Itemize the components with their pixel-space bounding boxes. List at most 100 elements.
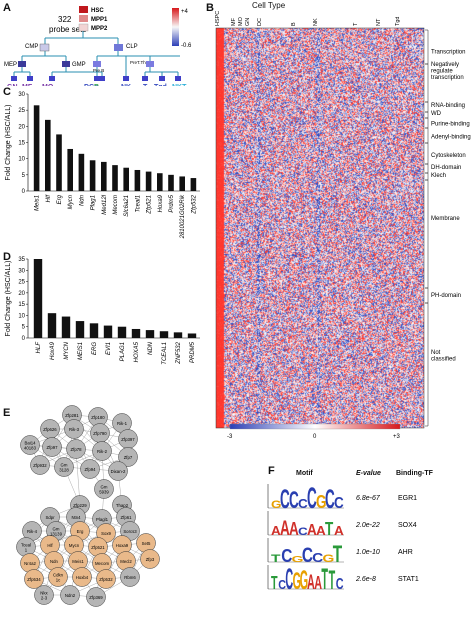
panel-letter-e: E — [3, 407, 11, 419]
svg-text:A: A — [316, 523, 326, 538]
category-label: Prdm5 — [169, 194, 175, 212]
node-clp: CLP — [126, 44, 138, 50]
cell-type-mf: MF — [231, 17, 237, 26]
svg-text:Zfp532: Zfp532 — [99, 577, 113, 582]
bar — [157, 173, 163, 191]
leaf-label-nk: NK — [121, 84, 131, 86]
probe-count: 322 — [58, 15, 72, 24]
gene-node: Zfp626 — [40, 419, 60, 439]
leaf-label-b: B — [94, 84, 99, 86]
category-label: Meis1 — [35, 195, 41, 211]
svg-text:C: C — [298, 525, 308, 537]
category-membrane: Membrane — [431, 216, 460, 222]
category-label: HLF — [36, 342, 42, 354]
cell-type-dc: DC — [257, 18, 263, 26]
svg-text:Rbm6: Rbm6 — [124, 575, 136, 580]
svg-text:Erg: Erg — [77, 529, 84, 534]
bar — [112, 165, 118, 191]
heatmap-scale-bar — [229, 423, 401, 430]
leaf-box-nk — [123, 76, 129, 81]
bar — [61, 316, 71, 338]
svg-text:T: T — [333, 542, 343, 568]
svg-text:Hlf: Hlf — [47, 543, 53, 548]
svg-text:Zfp7: Zfp7 — [124, 455, 133, 460]
gene-node: Zfp369 — [86, 587, 106, 607]
node-mep: MEP — [4, 62, 17, 68]
category-label: 2810021G02Rik — [180, 194, 186, 239]
leaf-box-mf — [27, 76, 33, 81]
svg-text:Zfp3: Zfp3 — [146, 557, 155, 562]
category-purine-binding: Purine-binding — [431, 122, 470, 128]
svg-text:Ndn2: Ndn2 — [65, 593, 76, 598]
svg-text:2-3: 2-3 — [41, 596, 48, 601]
svg-text:Mycn: Mycn — [69, 543, 80, 548]
svg-text:Zfp932: Zfp932 — [33, 463, 47, 468]
svg-text:Sdpr: Sdpr — [45, 515, 55, 520]
legend-hsc: HSC — [91, 8, 104, 14]
leaf-label-t: T — [143, 84, 148, 86]
ytick-label: 0 — [22, 189, 26, 195]
category-label: Zfp521 — [147, 195, 153, 215]
motif-evalue: 2.6e-8 — [355, 576, 376, 583]
svg-text:G: G — [292, 555, 304, 564]
cell-type-t: T — [353, 22, 359, 26]
heatmap-top-labels: HSPC MF MO GN DC B NK T NT Tgd — [215, 11, 401, 26]
svg-text:Zfp790: Zfp790 — [93, 431, 107, 436]
gene-node: Tceal1 — [16, 537, 36, 557]
svg-text:Zfp521: Zfp521 — [91, 545, 105, 550]
svg-text:Sorcs3: Sorcs3 — [123, 529, 137, 534]
svg-text:Mecl2: Mecl2 — [120, 559, 132, 564]
bar — [117, 326, 127, 338]
svg-text:Tceal: Tceal — [21, 543, 31, 548]
leaf-box-b — [94, 76, 100, 81]
category-label: Erg — [57, 194, 63, 204]
svg-text:T: T — [271, 573, 278, 594]
bar — [75, 321, 85, 338]
mpp2-box — [78, 23, 89, 32]
heatmap-category-labels: Transcription Negatively regulate transcrip… — [425, 29, 471, 427]
bar — [123, 167, 129, 191]
svg-text:Zfp78: Zfp78 — [71, 447, 83, 452]
y-axis-label: Fold Change (HSC/ALL) — [5, 261, 12, 337]
legend-mpp2: MPP2 — [91, 26, 108, 32]
svg-text:C: C — [298, 496, 308, 511]
gene-node: Ndn2 — [60, 585, 80, 605]
category-label: Zfp532 — [191, 194, 197, 214]
category-label: HOXA5 — [134, 341, 140, 362]
svg-text:Rik-2: Rik-2 — [97, 449, 108, 454]
bar — [187, 333, 197, 338]
gene-node: Zfp532 — [96, 569, 116, 589]
svg-text:5939: 5939 — [99, 490, 109, 495]
svg-text:13139: 13139 — [50, 532, 63, 537]
ytick-label: 30 — [18, 92, 25, 98]
leaf-label-tgd: Tgd — [154, 84, 167, 86]
svg-text:Hoxa9: Hoxa9 — [116, 543, 129, 548]
svg-text:T: T — [325, 519, 333, 540]
category-label: ZNF532 — [176, 341, 182, 364]
panel-letter-a: A — [3, 2, 11, 14]
svg-text:A: A — [334, 523, 344, 538]
category-label: Hoxa9 — [158, 194, 164, 212]
node-preb: Pre B — [93, 68, 104, 73]
bar — [131, 328, 141, 338]
category-label: Mycn — [68, 194, 74, 209]
bar — [159, 331, 169, 338]
svg-text:C: C — [302, 543, 313, 567]
svg-text:G: G — [322, 552, 334, 564]
motif-logo: GC C C C GC C — [267, 481, 344, 514]
node-cmp: CMP — [25, 44, 38, 50]
svg-text:Set5: Set5 — [142, 541, 151, 546]
category-label: Med12l — [102, 194, 108, 214]
scale-max: +3 — [393, 434, 401, 440]
category-label: Hlf — [46, 194, 52, 203]
panel-letter-b: B — [206, 2, 214, 14]
svg-text:Gm: Gm — [101, 485, 108, 490]
motif-evalue: 2.0e-22 — [355, 522, 380, 529]
svg-text:Dixan-2: Dixan-2 — [111, 469, 126, 474]
heatmap-title: Cell Type — [252, 1, 286, 10]
category-label: NDN — [148, 341, 154, 355]
svg-text:T: T — [329, 567, 336, 596]
